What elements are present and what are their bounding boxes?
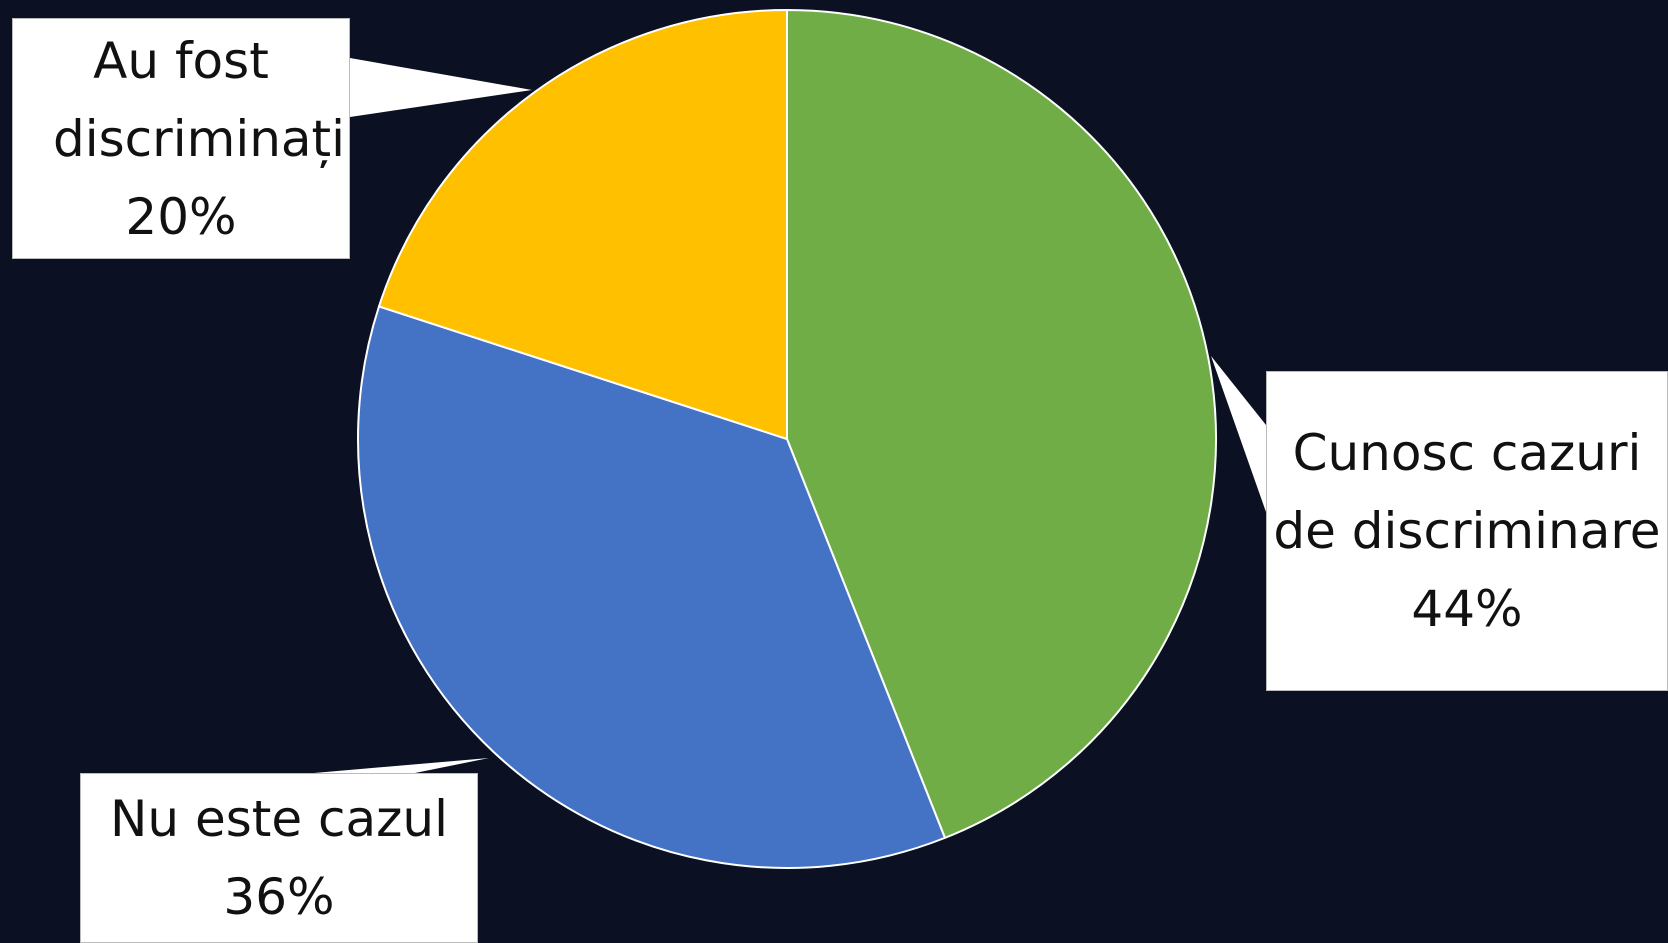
category-label: Nu este cazul	[109, 790, 448, 848]
slice	[357, 305, 947, 869]
leader	[350, 58, 532, 117]
value-label: 36%	[223, 868, 335, 926]
pie	[357, 8, 1217, 869]
label-box: Cunosc cazuri de discriminare 44%	[1266, 371, 1668, 691]
category-label: Cunosc cazuri de discriminare	[1273, 424, 1661, 560]
leader	[314, 758, 489, 773]
label-box: Nu este cazul 36%	[80, 773, 478, 943]
slice	[377, 8, 788, 441]
leader	[1211, 356, 1266, 512]
slice	[786, 8, 1217, 840]
value-label: 20%	[125, 187, 237, 246]
value-label: 44%	[1411, 580, 1523, 638]
label-box: Au fost discriminați 20%	[12, 18, 350, 259]
category-label: Au fost discriminați	[53, 31, 346, 168]
